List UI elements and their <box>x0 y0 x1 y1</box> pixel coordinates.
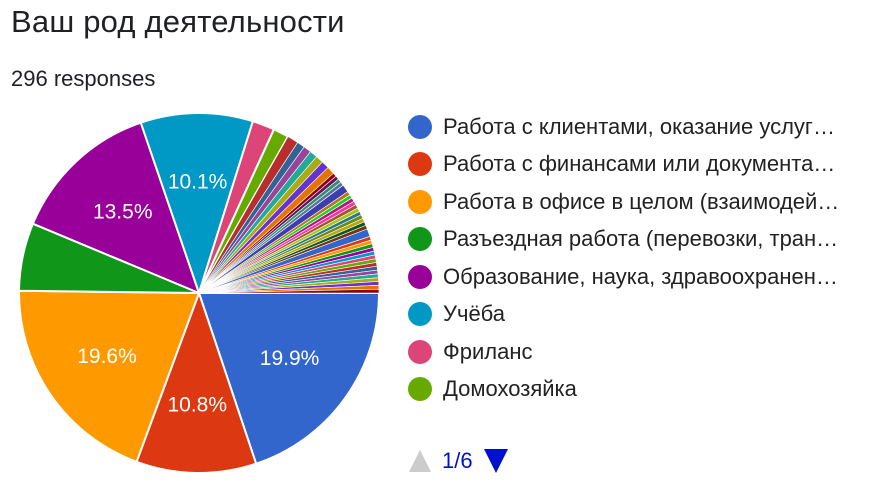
legend-item[interactable]: Разъездная работа (перевозки, тран… <box>408 221 839 259</box>
legend-label: Домохозяйка <box>443 376 577 402</box>
slice-percent-label: 10.8% <box>167 394 227 417</box>
legend-dot-icon <box>408 377 432 402</box>
legend-item[interactable]: Работа с клиентами, оказание услуг… <box>408 108 839 146</box>
pie-slice[interactable] <box>135 289 258 474</box>
legend-dot-icon <box>408 152 432 177</box>
slice-percent-label: 10.1% <box>168 170 228 193</box>
legend-dot-icon <box>408 264 432 289</box>
pie-slice[interactable] <box>198 288 380 294</box>
legend-pager: 1/6 <box>409 448 508 474</box>
legend-item[interactable]: Учёба <box>408 296 839 334</box>
response-count: 296 responses <box>11 66 156 91</box>
legend-item[interactable]: Фриланс <box>408 333 839 371</box>
pie-slice[interactable] <box>197 292 381 465</box>
legend-item[interactable]: Образование, наука, здравоохранен… <box>408 258 839 296</box>
pie-slice[interactable] <box>139 112 255 297</box>
legend-label: Фриланс <box>443 338 533 364</box>
triangle-down-icon[interactable] <box>483 449 508 473</box>
legend-label: Разъездная работа (перевозки, тран… <box>443 226 839 252</box>
page-indicator: 1/6 <box>442 448 473 473</box>
chart-title: Ваш род деятельности <box>11 4 345 39</box>
slice-percent-label: 19.9% <box>260 347 320 370</box>
legend-label: Работа с финансами или документа… <box>443 151 836 177</box>
legend: Работа с клиентами, оказание услуг… Рабо… <box>408 108 839 408</box>
legend-label: Работа в офисе в целом (взаимодей… <box>443 188 840 214</box>
pie-slice[interactable] <box>31 121 201 295</box>
legend-item[interactable]: Работа в офисе в целом (взаимодей… <box>408 183 839 221</box>
legend-label: Образование, наука, здравоохранен… <box>443 263 838 289</box>
legend-item[interactable]: Работа с финансами или документа… <box>408 146 839 184</box>
legend-dot-icon <box>408 189 432 214</box>
pie-chart: 19.9% 10.8% 19.6% 13.5% 10.1% <box>18 112 381 474</box>
legend-dot-icon <box>408 302 432 327</box>
legend-dot-icon <box>408 114 432 139</box>
slice-percent-label: 19.6% <box>77 345 137 368</box>
legend-label: Работа с клиентами, оказание услуг… <box>443 113 835 139</box>
legend-dot-icon <box>408 339 432 364</box>
pie-slice[interactable] <box>18 289 201 464</box>
legend-label: Учёба <box>443 301 506 327</box>
slice-percent-label: 13.5% <box>93 201 153 224</box>
triangle-up-icon[interactable] <box>409 450 431 472</box>
legend-item[interactable]: Домохозяйка <box>408 371 839 409</box>
legend-dot-icon <box>408 227 432 252</box>
